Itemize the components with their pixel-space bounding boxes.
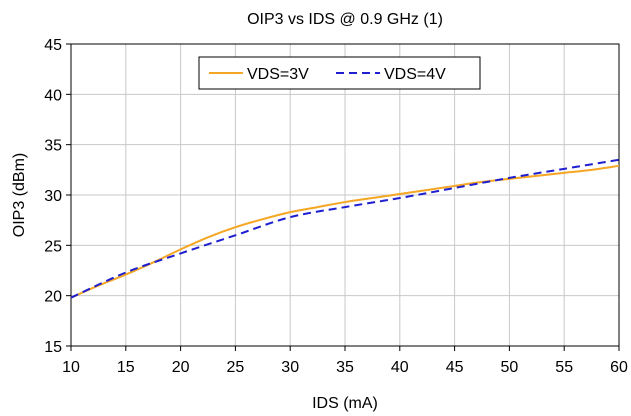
x-tick-label: 30 [281,359,299,376]
y-tick-label: 40 [44,87,62,104]
x-tick-label: 15 [117,359,135,376]
y-tick-label: 45 [44,37,62,54]
y-tick-label: 35 [44,138,62,155]
series-line-vds4 [70,158,620,299]
x-tick-label: 50 [501,359,519,376]
legend-label-vds4: VDS=4V [384,66,446,83]
x-tick-label: 25 [227,359,245,376]
y-tick-label: 30 [44,188,62,205]
legend-label-vds3: VDS=3V [247,66,309,83]
x-tick-label: 60 [610,359,628,376]
x-axis-title: IDS (mA) [312,395,378,412]
legend: VDS=3V VDS=4V [198,56,481,90]
x-tick-label: 20 [172,359,190,376]
data-series [70,158,620,299]
chart-title: OIP3 vs IDS @ 0.9 GHz (1) [247,11,443,28]
y-tick-label: 25 [44,238,62,255]
y-tick-label: 20 [44,289,62,306]
y-tick-label: 15 [44,339,62,356]
x-tick-label: 45 [446,359,464,376]
x-tick-label: 10 [62,359,80,376]
x-tick-label: 35 [336,359,354,376]
x-tick-label: 55 [555,359,573,376]
series-line-vds3 [70,164,620,299]
y-axis-title: OIP3 (dBm) [11,153,28,237]
x-tick-label: 40 [391,359,409,376]
